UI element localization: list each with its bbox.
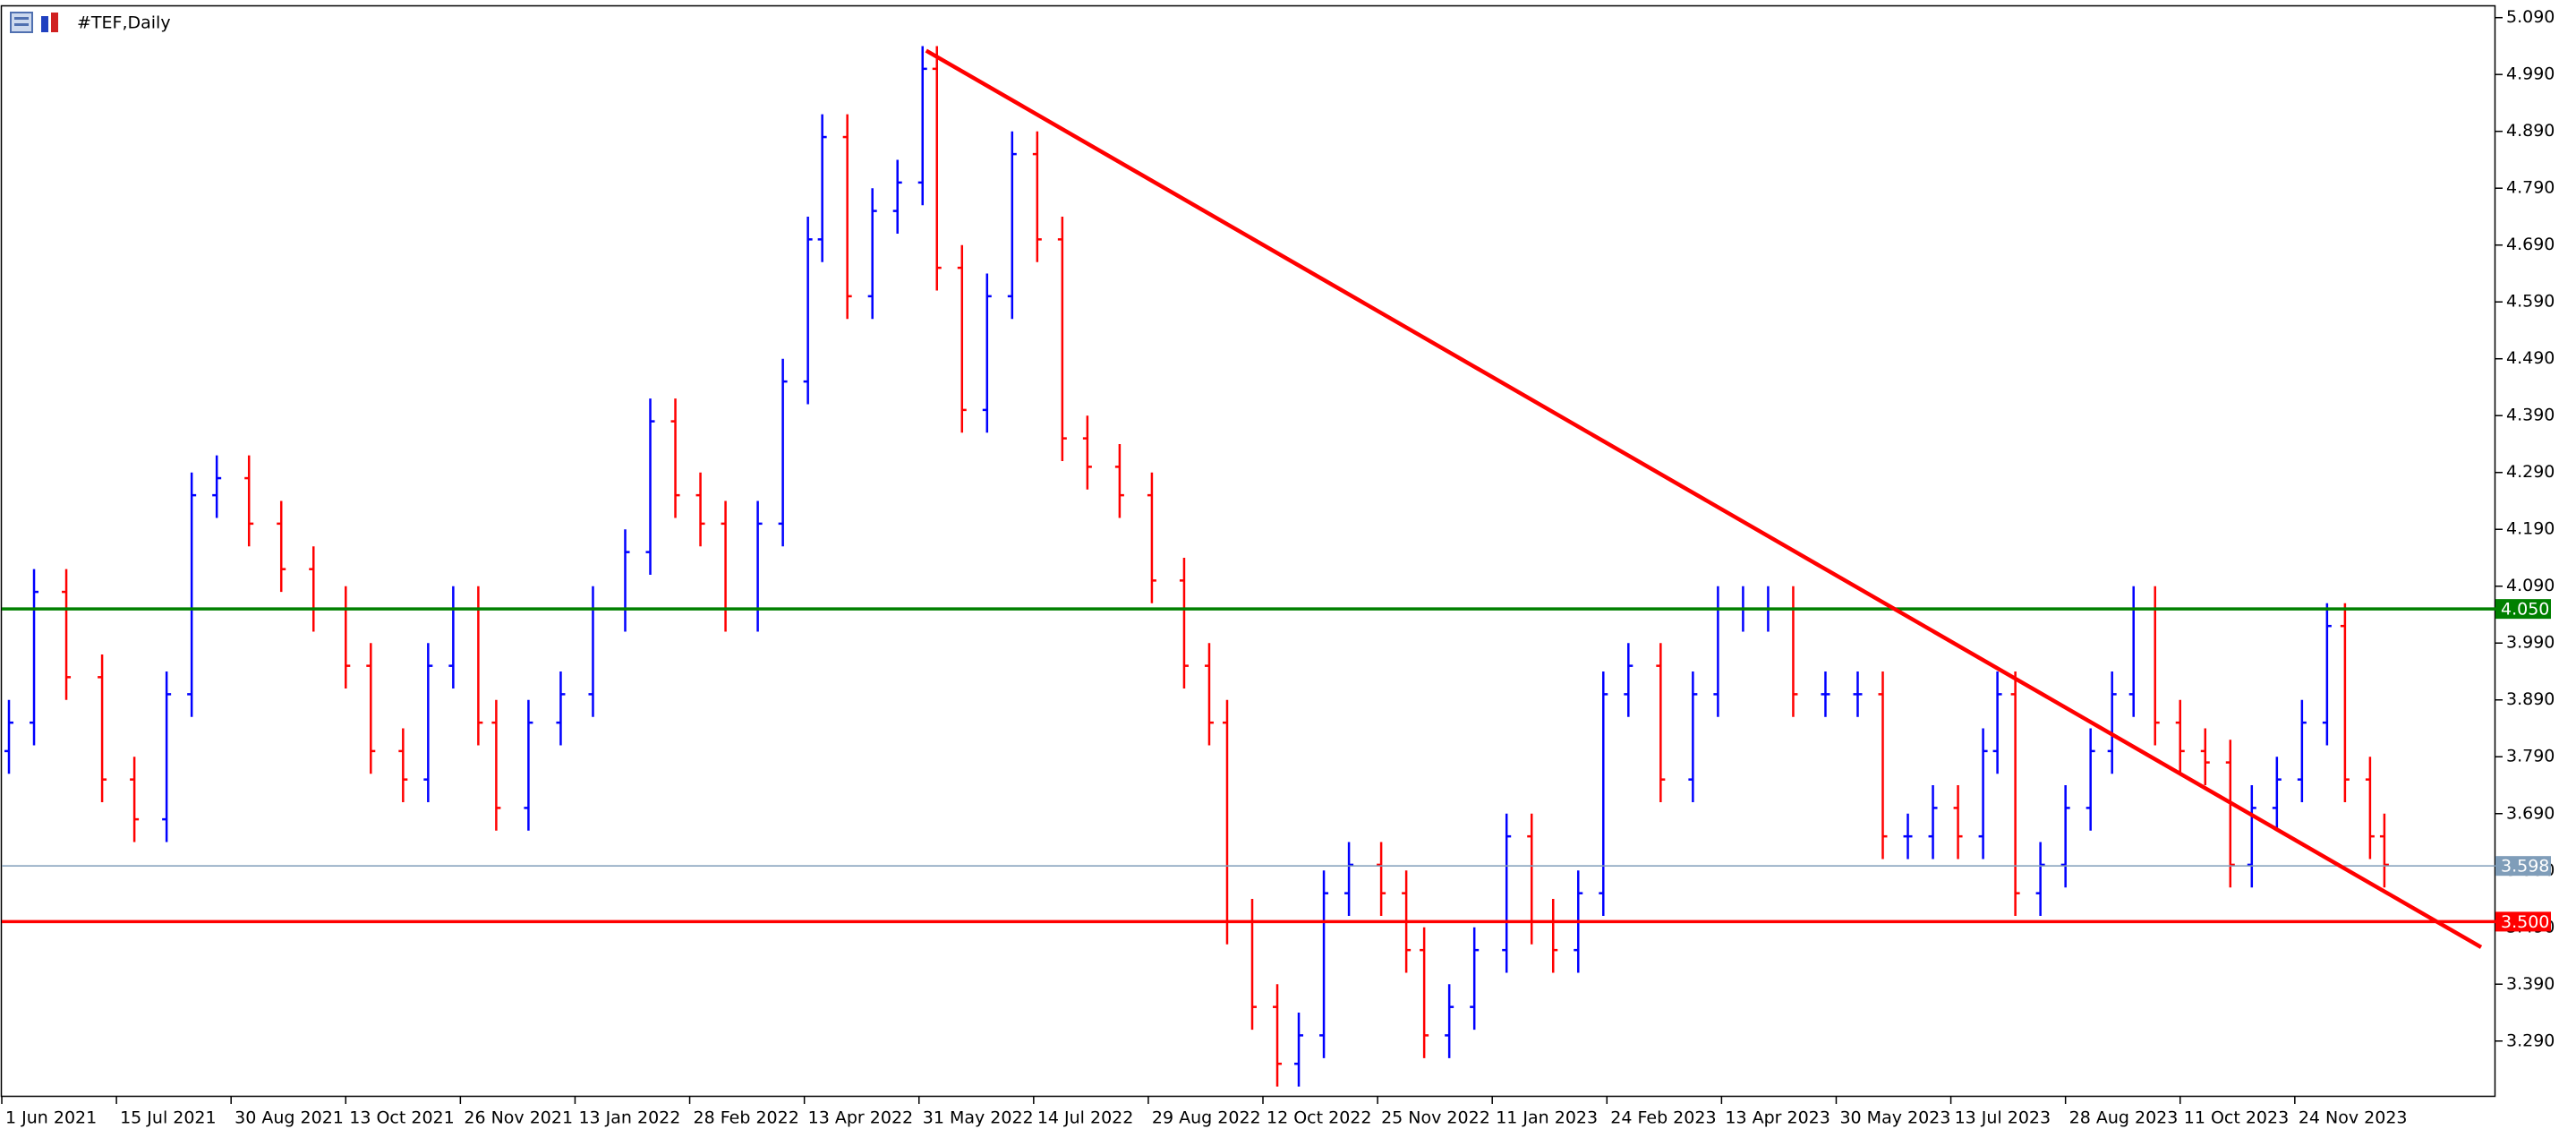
x-tick-label: 13 Jul 2023 bbox=[1955, 1108, 2051, 1128]
x-tick-label: 26 Nov 2021 bbox=[464, 1108, 573, 1128]
x-tick-label: 13 Oct 2021 bbox=[349, 1108, 454, 1128]
y-tick-label: 4.390 bbox=[2506, 406, 2555, 425]
x-tick-label: 30 May 2023 bbox=[1839, 1108, 1950, 1128]
level-label: 4.050 bbox=[2501, 600, 2549, 620]
y-tick-label: 3.890 bbox=[2506, 689, 2555, 709]
x-tick-label: 13 Jan 2022 bbox=[578, 1108, 680, 1128]
level-label-box bbox=[2495, 599, 2551, 620]
x-tick-label: 24 Nov 2023 bbox=[2299, 1108, 2408, 1128]
x-tick-label: 12 Oct 2022 bbox=[1267, 1108, 1371, 1128]
y-tick-label: 4.990 bbox=[2506, 64, 2555, 84]
y-tick-label: 3.690 bbox=[2506, 803, 2555, 823]
level-label: 3.598 bbox=[2501, 857, 2549, 877]
x-tick-label: 28 Feb 2022 bbox=[694, 1108, 799, 1128]
x-tick-label: 13 Apr 2022 bbox=[808, 1108, 913, 1128]
x-tick-label: 29 Aug 2022 bbox=[1152, 1108, 1261, 1128]
x-tick-label: 11 Oct 2023 bbox=[2184, 1108, 2289, 1128]
level-label-box bbox=[2495, 856, 2551, 877]
x-tick-label: 13 Apr 2023 bbox=[1725, 1108, 1830, 1128]
x-tick-label: 28 Aug 2023 bbox=[2069, 1108, 2179, 1128]
x-tick-label: 24 Feb 2023 bbox=[1610, 1108, 1716, 1128]
y-tick-label: 3.290 bbox=[2506, 1031, 2555, 1050]
y-tick-label: 4.690 bbox=[2506, 235, 2555, 254]
x-tick-label: 14 Jul 2022 bbox=[1037, 1108, 1134, 1128]
y-tick-label: 4.490 bbox=[2506, 348, 2555, 368]
trend-line bbox=[925, 48, 2483, 949]
y-tick-label: 3.990 bbox=[2506, 633, 2555, 653]
x-tick-label: 1 Jun 2021 bbox=[5, 1108, 97, 1128]
y-tick-label: 4.890 bbox=[2506, 121, 2555, 141]
y-tick-label: 3.390 bbox=[2506, 974, 2555, 994]
x-tick-label: 30 Aug 2021 bbox=[235, 1108, 344, 1128]
x-tick-label: 11 Jan 2023 bbox=[1496, 1108, 1598, 1128]
y-tick-label: 4.090 bbox=[2506, 576, 2555, 595]
y-tick-label: 4.290 bbox=[2506, 462, 2555, 482]
y-tick-label: 4.190 bbox=[2506, 519, 2555, 539]
chart-icon bbox=[10, 12, 58, 33]
plot-frame bbox=[0, 4, 2496, 1098]
x-tick-label: 15 Jul 2021 bbox=[120, 1108, 217, 1128]
y-tick-label: 4.790 bbox=[2506, 178, 2555, 198]
x-tick-label: 31 May 2022 bbox=[923, 1108, 1034, 1128]
level-label: 3.500 bbox=[2501, 912, 2549, 932]
y-tick-label: 3.790 bbox=[2506, 747, 2555, 766]
y-tick-label: 4.590 bbox=[2506, 292, 2555, 312]
y-tick-label: 5.090 bbox=[2506, 7, 2555, 27]
chart-title: #TEF,Daily bbox=[77, 13, 171, 33]
level-label-box bbox=[2495, 911, 2551, 932]
x-tick-label: 25 Nov 2022 bbox=[1381, 1108, 1490, 1128]
